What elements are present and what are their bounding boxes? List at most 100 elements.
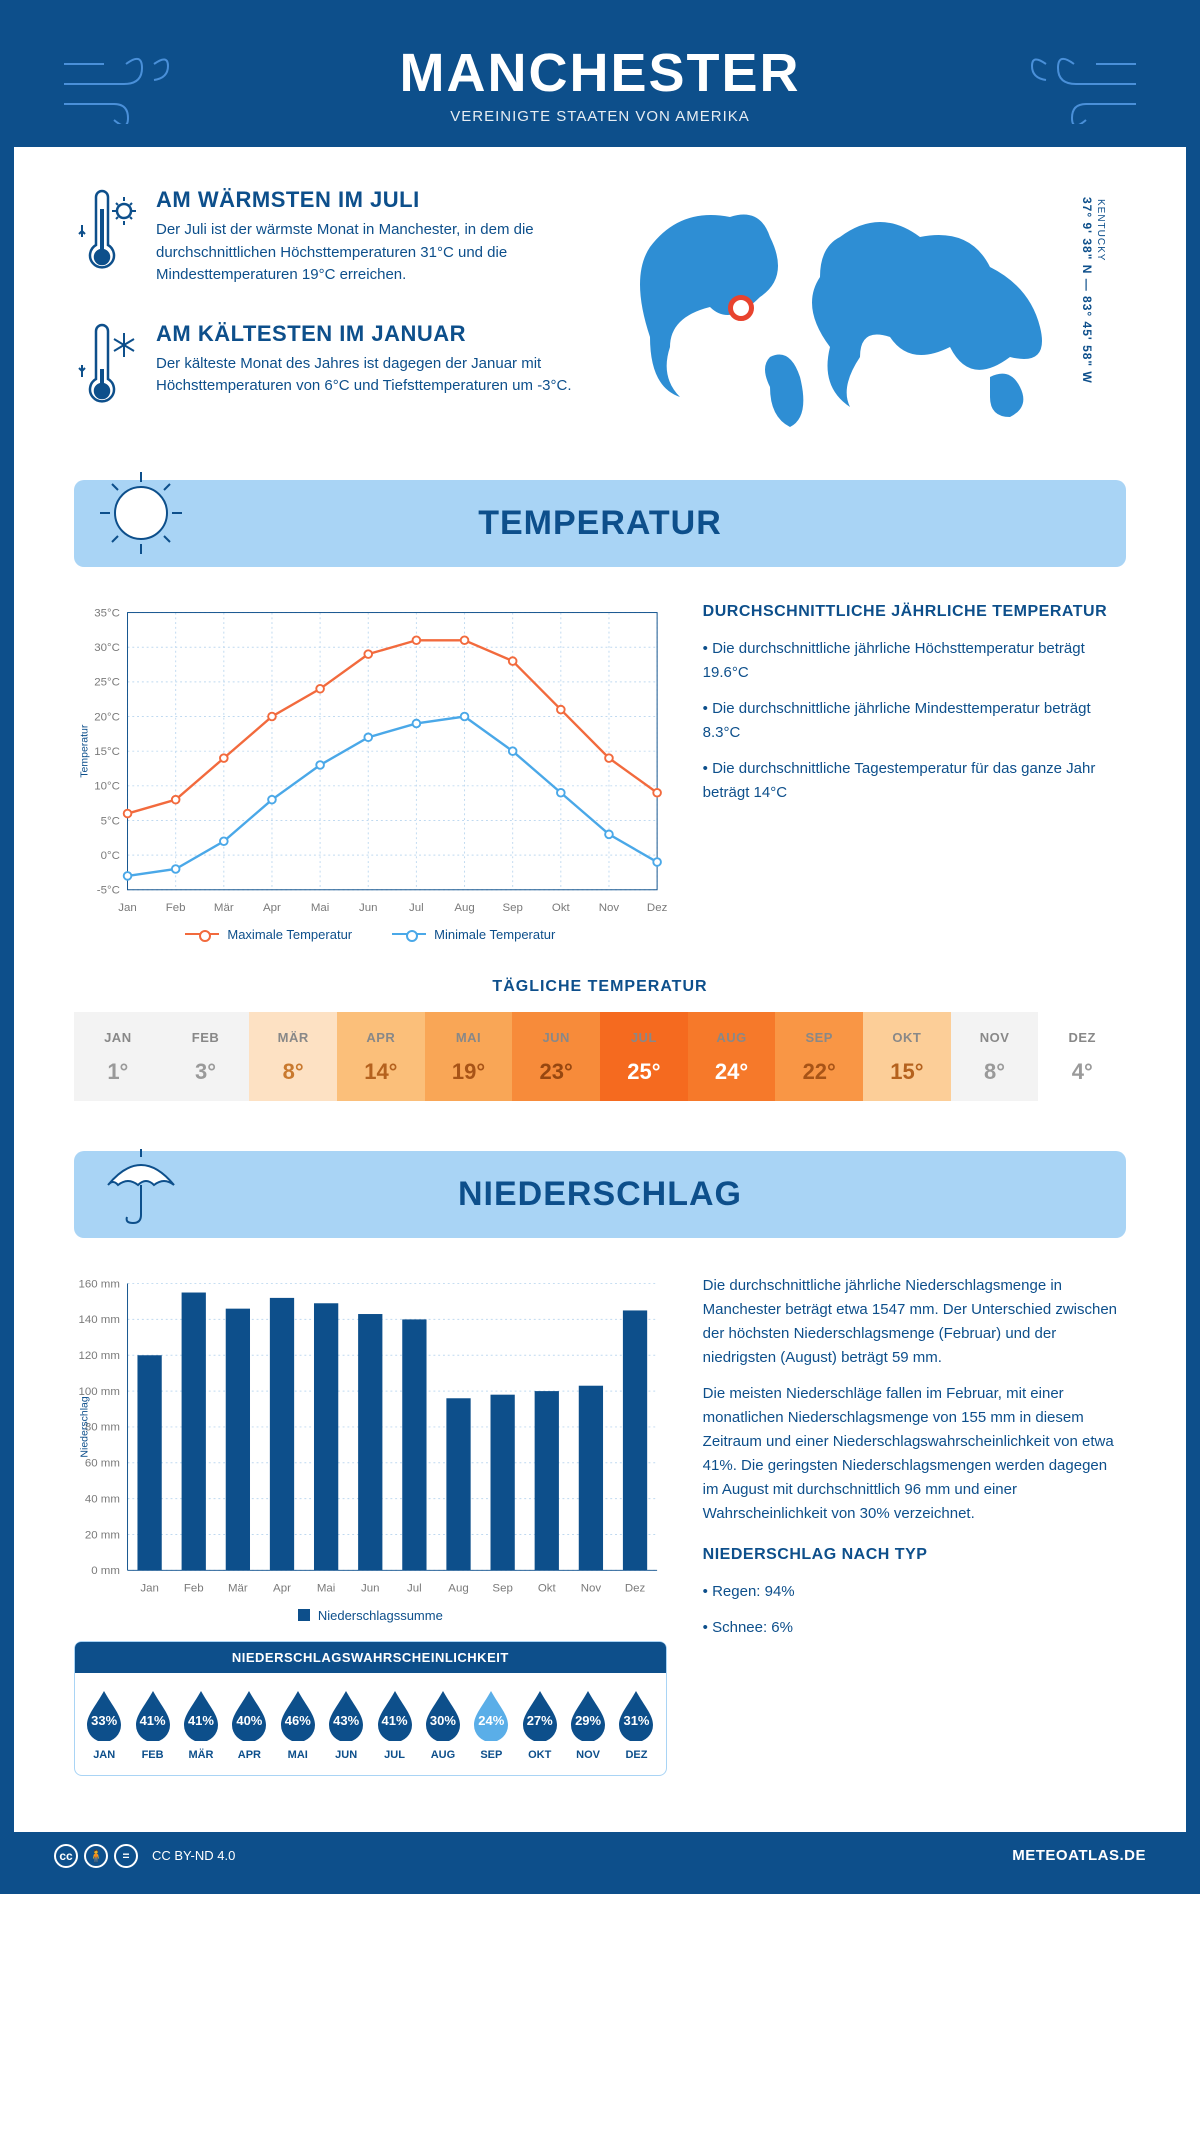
daily-month: DEZ xyxy=(1038,1030,1126,1045)
svg-text:15°C: 15°C xyxy=(94,745,120,757)
svg-text:Jan: Jan xyxy=(118,901,137,913)
prob-month: JUN xyxy=(323,1749,369,1761)
svg-text:35°C: 35°C xyxy=(94,607,120,619)
coldest-text: Der kälteste Monat des Jahres ist dagege… xyxy=(156,353,580,398)
daily-temp-cell: OKT 15° xyxy=(863,1012,951,1101)
precip-chart-row: 0 mm20 mm40 mm60 mm80 mm100 mm120 mm140 … xyxy=(74,1274,1126,1776)
svg-text:0 mm: 0 mm xyxy=(91,1565,120,1577)
prob-value: 33% xyxy=(83,1713,125,1728)
facts-column: AM WÄRMSTEN IM JULI Der Juli ist der wär… xyxy=(74,187,580,450)
prob-month: NOV xyxy=(565,1749,611,1761)
prob-value: 31% xyxy=(615,1713,657,1728)
temperature-header: TEMPERATUR xyxy=(74,480,1126,567)
prob-value: 24% xyxy=(470,1713,512,1728)
svg-text:Mai: Mai xyxy=(317,1582,335,1594)
prob-month: DEZ xyxy=(613,1749,659,1761)
prob-drop: 46% MAI xyxy=(275,1687,321,1761)
precip-type-1: • Schnee: 6% xyxy=(703,1616,1126,1640)
temperature-chart: -5°C0°C5°C10°C15°C20°C25°C30°C35°CJanFeb… xyxy=(74,603,667,942)
svg-text:25°C: 25°C xyxy=(94,676,120,688)
svg-text:140 mm: 140 mm xyxy=(78,1314,119,1326)
prob-month: SEP xyxy=(468,1749,514,1761)
warmest-fact: AM WÄRMSTEN IM JULI Der Juli ist der wär… xyxy=(74,187,580,287)
legend-max: Maximale Temperatur xyxy=(227,927,352,942)
temp-info-title: DURCHSCHNITTLICHE JÄHRLICHE TEMPERATUR xyxy=(703,603,1126,621)
prob-title: NIEDERSCHLAGSWAHRSCHEINLICHKEIT xyxy=(75,1642,666,1673)
daily-temp-cell: JAN 1° xyxy=(74,1012,162,1101)
daily-value: 8° xyxy=(951,1059,1039,1085)
daily-temp-cell: MAI 19° xyxy=(425,1012,513,1101)
prob-month: OKT xyxy=(517,1749,563,1761)
temp-bullet-2: • Die durchschnittliche Tagestemperatur … xyxy=(703,757,1126,805)
prob-drop: 40% APR xyxy=(226,1687,272,1761)
raindrop-icon: 31% xyxy=(615,1687,657,1741)
prob-drop: 27% OKT xyxy=(517,1687,563,1761)
daily-value: 3° xyxy=(162,1059,250,1085)
city-title: MANCHESTER xyxy=(14,42,1186,104)
prob-drop: 24% SEP xyxy=(468,1687,514,1761)
cc-icon: cc xyxy=(54,1844,78,1868)
svg-text:Feb: Feb xyxy=(166,901,186,913)
svg-text:Nov: Nov xyxy=(581,1582,602,1594)
prob-drop: 41% MÄR xyxy=(178,1687,224,1761)
raindrop-icon: 40% xyxy=(228,1687,270,1741)
svg-text:0°C: 0°C xyxy=(101,849,120,861)
svg-text:Mär: Mär xyxy=(228,1582,248,1594)
daily-month: MAI xyxy=(425,1030,513,1045)
svg-text:20°C: 20°C xyxy=(94,711,120,723)
svg-text:60 mm: 60 mm xyxy=(85,1458,120,1470)
temp-bullet-1: • Die durchschnittliche jährliche Mindes… xyxy=(703,697,1126,745)
temperature-info: DURCHSCHNITTLICHE JÄHRLICHE TEMPERATUR •… xyxy=(703,603,1126,942)
raindrop-icon: 30% xyxy=(422,1687,464,1741)
prob-drop: 41% FEB xyxy=(129,1687,175,1761)
precip-type-0: • Regen: 94% xyxy=(703,1580,1126,1604)
thermometer-hot-icon xyxy=(74,187,138,287)
svg-text:Jul: Jul xyxy=(409,901,424,913)
intro-row: AM WÄRMSTEN IM JULI Der Juli ist der wär… xyxy=(74,187,1126,450)
precip-title: NIEDERSCHLAG xyxy=(74,1175,1126,1214)
page-footer: cc 🧍 = CC BY-ND 4.0 METEOATLAS.DE xyxy=(14,1832,1186,1880)
svg-text:Dez: Dez xyxy=(625,1582,646,1594)
svg-text:Okt: Okt xyxy=(538,1582,557,1594)
daily-month: AUG xyxy=(688,1030,776,1045)
nd-icon: = xyxy=(114,1844,138,1868)
legend-precip: Niederschlagssumme xyxy=(318,1608,443,1623)
country-subtitle: VEREINIGTE STAATEN VON AMERIKA xyxy=(14,108,1186,125)
warmest-title: AM WÄRMSTEN IM JULI xyxy=(156,187,580,213)
legend-min: Minimale Temperatur xyxy=(434,927,555,942)
svg-text:Mär: Mär xyxy=(214,901,234,913)
prob-drop: 41% JUL xyxy=(371,1687,417,1761)
coldest-fact: AM KÄLTESTEN IM JANUAR Der kälteste Mona… xyxy=(74,321,580,416)
prob-month: FEB xyxy=(129,1749,175,1761)
svg-text:Dez: Dez xyxy=(647,901,667,913)
thermometer-cold-icon xyxy=(74,321,138,416)
svg-text:-5°C: -5°C xyxy=(97,884,120,896)
umbrella-icon xyxy=(96,1139,186,1229)
daily-temp-cell: MÄR 8° xyxy=(249,1012,337,1101)
svg-text:Jun: Jun xyxy=(359,901,378,913)
svg-text:Nov: Nov xyxy=(599,901,620,913)
temperature-title: TEMPERATUR xyxy=(74,504,1126,543)
svg-text:Apr: Apr xyxy=(273,1582,291,1594)
svg-text:Aug: Aug xyxy=(454,901,474,913)
daily-value: 8° xyxy=(249,1059,337,1085)
svg-text:10°C: 10°C xyxy=(94,780,120,792)
prob-value: 29% xyxy=(567,1713,609,1728)
daily-value: 24° xyxy=(688,1059,776,1085)
svg-text:Feb: Feb xyxy=(184,1582,204,1594)
raindrop-icon: 29% xyxy=(567,1687,609,1741)
svg-text:160 mm: 160 mm xyxy=(78,1278,119,1290)
raindrop-icon: 43% xyxy=(325,1687,367,1741)
daily-temp-row: JAN 1° FEB 3° MÄR 8° APR 14° MAI 19° JUN… xyxy=(74,1012,1126,1101)
svg-text:40 mm: 40 mm xyxy=(85,1493,120,1505)
svg-text:120 mm: 120 mm xyxy=(78,1350,119,1362)
site-name: METEOATLAS.DE xyxy=(1012,1847,1146,1864)
temp-bullet-0: • Die durchschnittliche jährliche Höchst… xyxy=(703,637,1126,685)
daily-temp-cell: SEP 22° xyxy=(775,1012,863,1101)
map-column: KENTUCKY 37° 9' 38" N — 83° 45' 58" W xyxy=(620,187,1126,450)
svg-text:Sep: Sep xyxy=(502,901,522,913)
precip-info: Die durchschnittliche jährliche Niedersc… xyxy=(703,1274,1126,1776)
daily-temp-cell: JUN 23° xyxy=(512,1012,600,1101)
coldest-title: AM KÄLTESTEN IM JANUAR xyxy=(156,321,580,347)
daily-value: 22° xyxy=(775,1059,863,1085)
